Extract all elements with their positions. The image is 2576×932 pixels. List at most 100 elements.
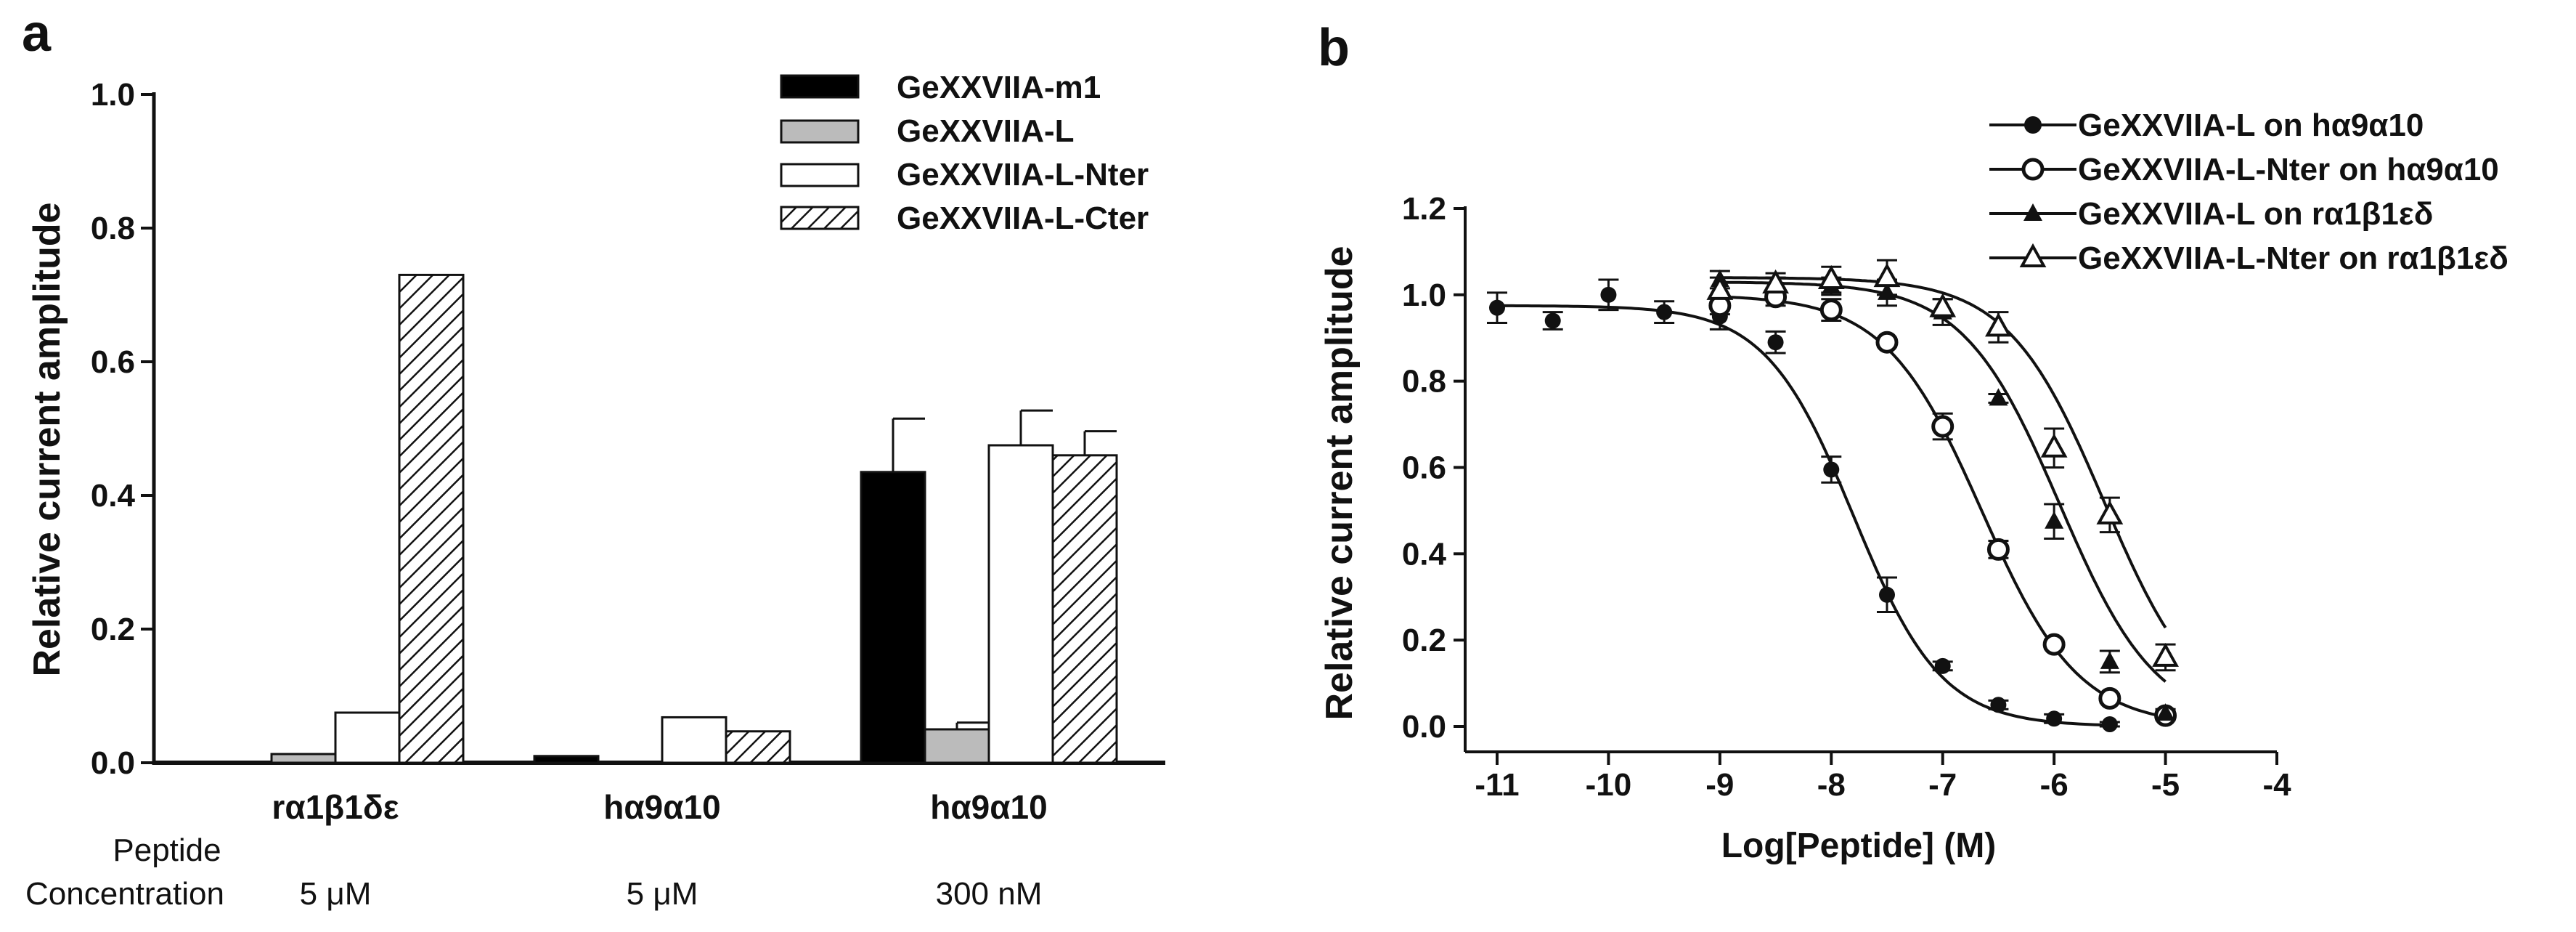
data-point bbox=[1879, 586, 1895, 603]
concentration-label: Concentration bbox=[25, 876, 224, 912]
panel-b-label: b bbox=[1318, 19, 1350, 77]
concentration-row: Peptide Concentration 5 μM 5 μM 300 nM bbox=[25, 832, 1042, 912]
y-tick-label: 0.6 bbox=[91, 344, 135, 380]
legend-label-l-r: GeXXVIIA-L on rα1β1εδ bbox=[2078, 196, 2433, 232]
data-point bbox=[1989, 388, 2008, 406]
data-point bbox=[1656, 304, 1673, 320]
legend-label-nter-r: GeXXVIIA-L-Nter on rα1β1εδ bbox=[2078, 240, 2508, 276]
peptide-label: Peptide bbox=[113, 832, 221, 868]
concentration-value-3: 300 nM bbox=[936, 876, 1043, 912]
x-tick-label: -10 bbox=[1586, 767, 1632, 803]
panel-a-y-axis-title: Relative current amplitude bbox=[26, 202, 68, 676]
panel-b-axes: 0.0 0.2 0.4 0.6 0.8 1.0 1.2 -11 -10 -9 -8 -7 -6 -5 -4 bbox=[1402, 191, 2291, 803]
y-tick-label: 0.4 bbox=[91, 478, 136, 514]
fit-curve bbox=[1719, 280, 2167, 683]
fit-curve bbox=[1719, 295, 2167, 718]
x-tick-label: -6 bbox=[2040, 767, 2068, 803]
panel-b-y-axis-title: Relative current amplitude bbox=[1318, 246, 1361, 720]
data-point bbox=[1762, 269, 1789, 293]
legend-swatch-l-nter bbox=[780, 163, 860, 187]
legend-marker-nter-h bbox=[2021, 158, 2045, 181]
x-tick-label: -8 bbox=[1817, 767, 1846, 803]
panel-b-error-bars bbox=[1487, 259, 2176, 728]
legend-swatch-m1 bbox=[780, 74, 860, 99]
data-point bbox=[1985, 312, 2012, 337]
panel-b-x-axis-title: Log[Peptide] (M) bbox=[1721, 827, 1997, 865]
legend-label-l-nter: GeXXVIIA-L-Nter bbox=[897, 157, 1149, 193]
panel-a-bars bbox=[270, 273, 1118, 764]
data-point bbox=[1986, 538, 2010, 561]
bar bbox=[725, 730, 791, 764]
legend-label-l-cter: GeXXVIIA-L-Cter bbox=[897, 200, 1149, 236]
data-point bbox=[1873, 262, 1901, 288]
bar bbox=[334, 711, 401, 764]
panel-b-legend: GeXXVIIA-L on hα9α10 GeXXVIIA-L-Nter on … bbox=[1989, 108, 2508, 276]
data-point bbox=[1823, 461, 1840, 478]
panel-b: b Relative current amplitude Log[Peptide… bbox=[1318, 19, 2508, 865]
data-point bbox=[2040, 433, 2068, 458]
legend-marker-l-r bbox=[2023, 203, 2042, 221]
data-point bbox=[1878, 282, 1896, 300]
data-point bbox=[1706, 275, 1734, 300]
category-label: rα1β1δε bbox=[272, 788, 399, 826]
data-point bbox=[1990, 697, 2007, 713]
data-point bbox=[2101, 716, 2118, 733]
data-point bbox=[1875, 331, 1899, 354]
data-point bbox=[2096, 500, 2124, 524]
data-point bbox=[2045, 511, 2064, 529]
legend-label-m1: GeXXVIIA-m1 bbox=[897, 70, 1101, 105]
bar bbox=[1051, 454, 1118, 764]
legend-swatch-l bbox=[780, 119, 860, 144]
x-tick-label: -11 bbox=[1475, 767, 1519, 803]
data-point bbox=[2100, 651, 2119, 669]
panel-a-label: a bbox=[22, 4, 52, 62]
legend-label-l: GeXXVIIA-L bbox=[897, 113, 1075, 149]
bar bbox=[860, 471, 926, 764]
panel-a: a Relative current amplitude 0.0 0.2 0.4 0.… bbox=[22, 4, 1165, 912]
bar bbox=[398, 273, 465, 764]
data-point bbox=[1934, 657, 1951, 674]
data-point bbox=[1931, 415, 1955, 438]
legend-marker-nter-r bbox=[2019, 243, 2047, 267]
x-tick-label: -7 bbox=[1928, 767, 1957, 803]
x-tick-label: -4 bbox=[2262, 767, 2291, 803]
y-tick-label: 0.2 bbox=[1402, 623, 1446, 658]
y-tick-label: 0.4 bbox=[1402, 536, 1447, 572]
bar bbox=[924, 728, 990, 764]
panel-b-fit-curves bbox=[1497, 276, 2167, 727]
data-point bbox=[2098, 686, 2121, 710]
legend-label-nter-h: GeXXVIIA-L-Nter on hα9α10 bbox=[2078, 152, 2499, 187]
bar bbox=[533, 755, 600, 764]
bar bbox=[987, 444, 1054, 764]
category-label: hα9α10 bbox=[930, 788, 1047, 826]
y-tick-label: 1.2 bbox=[1402, 191, 1446, 227]
data-point bbox=[1929, 293, 1957, 317]
y-tick-label: 0.6 bbox=[1402, 450, 1446, 486]
fit-curve bbox=[1719, 276, 2167, 629]
legend-label-l-h: GeXXVIIA-L on hα9α10 bbox=[2078, 108, 2424, 143]
y-tick-label: 0.8 bbox=[1402, 364, 1446, 400]
category-label: hα9α10 bbox=[603, 788, 720, 826]
data-point bbox=[1600, 286, 1617, 303]
panel-a-category-labels: rα1β1δε hα9α10 hα9α10 bbox=[272, 788, 1047, 826]
data-point bbox=[1544, 312, 1561, 329]
concentration-value-2: 5 μM bbox=[627, 876, 698, 912]
y-tick-label: 1.0 bbox=[1402, 277, 1446, 313]
data-point bbox=[1819, 299, 1843, 322]
data-point bbox=[2046, 710, 2063, 727]
x-tick-label: -5 bbox=[2151, 767, 2180, 803]
y-tick-label: 0.8 bbox=[91, 211, 135, 246]
data-point bbox=[1767, 334, 1784, 351]
fit-curve bbox=[1497, 304, 2110, 727]
data-point bbox=[2156, 703, 2175, 721]
y-tick-label: 0.2 bbox=[91, 612, 135, 647]
data-point bbox=[1489, 299, 1505, 316]
panel-b-data-points bbox=[1489, 262, 2179, 733]
concentration-value-1: 5 μM bbox=[300, 876, 372, 912]
legend-swatch-l-cter bbox=[780, 206, 860, 230]
data-point bbox=[1817, 264, 1845, 290]
panel-a-legend: GeXXVIIA-m1 GeXXVIIA-L GeXXVIIA-L-Nter G… bbox=[780, 70, 1149, 236]
y-tick-label: 0.0 bbox=[91, 745, 135, 781]
y-tick-label: 0.0 bbox=[1402, 709, 1446, 745]
